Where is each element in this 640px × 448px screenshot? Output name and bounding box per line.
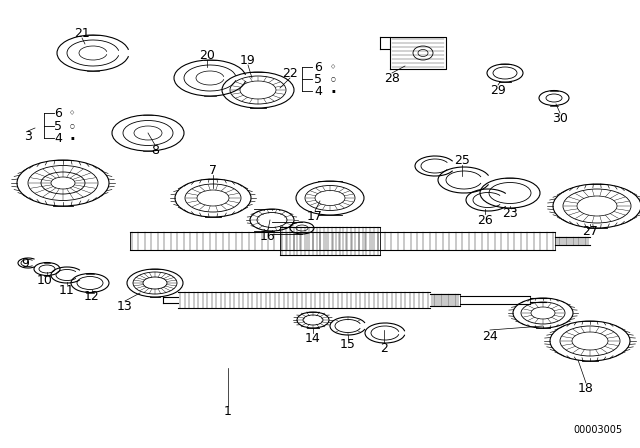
Text: 23: 23: [502, 207, 518, 220]
Text: 00003005: 00003005: [573, 425, 623, 435]
Text: 1: 1: [224, 405, 232, 418]
Text: ◇: ◇: [331, 65, 335, 69]
Text: 21: 21: [74, 26, 90, 39]
Text: ○: ○: [70, 124, 74, 129]
Text: 10: 10: [37, 273, 53, 287]
Text: 15: 15: [340, 337, 356, 350]
Text: ◇: ◇: [70, 111, 74, 116]
Text: 9: 9: [21, 257, 29, 270]
Text: 13: 13: [117, 300, 133, 313]
Text: 24: 24: [482, 329, 498, 343]
Text: 3: 3: [24, 129, 32, 142]
Text: 19: 19: [240, 53, 256, 66]
Text: 30: 30: [552, 112, 568, 125]
Text: 29: 29: [490, 83, 506, 96]
Text: 6: 6: [54, 107, 62, 120]
Text: ▪: ▪: [331, 89, 335, 94]
Text: 18: 18: [578, 382, 594, 395]
Text: 11: 11: [59, 284, 75, 297]
Text: 12: 12: [84, 289, 100, 302]
Text: 5: 5: [314, 73, 322, 86]
Text: 4: 4: [314, 85, 322, 98]
Text: 17: 17: [307, 210, 323, 223]
Text: 5: 5: [54, 120, 62, 133]
Text: ▪: ▪: [70, 135, 74, 141]
Text: 2: 2: [380, 341, 388, 354]
Text: 8: 8: [151, 143, 159, 156]
Text: 22: 22: [282, 66, 298, 79]
Text: 16: 16: [260, 229, 276, 242]
Text: 7: 7: [209, 164, 217, 177]
Text: 20: 20: [199, 48, 215, 61]
Text: 26: 26: [477, 214, 493, 227]
Text: 28: 28: [384, 72, 400, 85]
Text: 6: 6: [314, 60, 322, 73]
Text: 27: 27: [582, 224, 598, 237]
Text: 4: 4: [54, 132, 62, 145]
Text: 25: 25: [454, 154, 470, 167]
Text: ○: ○: [331, 77, 335, 82]
Text: 14: 14: [305, 332, 321, 345]
